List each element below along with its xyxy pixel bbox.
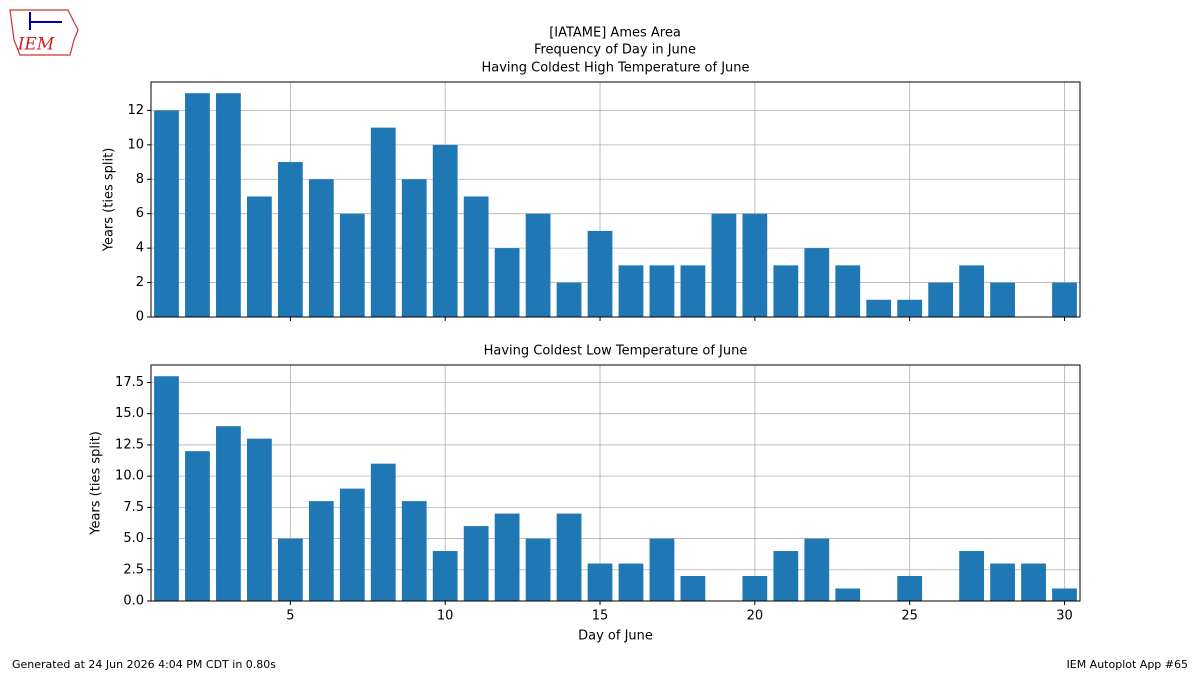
x-tick-label: 25: [901, 609, 918, 624]
logo-text: IEM: [17, 35, 55, 55]
bar: [246, 438, 272, 601]
bar: [835, 265, 861, 317]
y-tick-label: 12.5: [115, 437, 144, 452]
bar: [216, 426, 241, 601]
y-tick-label: 6: [136, 206, 144, 221]
bar: [154, 376, 179, 601]
bar: [432, 551, 458, 601]
y-tick-label: 12: [127, 103, 144, 118]
plot-frame: [150, 364, 1081, 602]
bar: [308, 179, 334, 317]
x-tick-label: 10: [437, 609, 454, 624]
x-tick-label: 5: [286, 609, 294, 624]
y-tick-label: 8: [136, 172, 144, 187]
bar: [154, 110, 179, 318]
y-tick-label: 5.0: [123, 531, 144, 546]
bar: [742, 576, 768, 601]
x-tick-label: 20: [747, 609, 764, 624]
bar: [742, 213, 768, 317]
y-tick-label: 10: [127, 137, 144, 152]
y-tick-label: 0: [136, 310, 144, 325]
bar: [185, 451, 210, 601]
bar: [185, 93, 210, 317]
footer-right: IEM Autoplot App #65: [1067, 658, 1189, 671]
bar: [494, 513, 520, 601]
bar: [339, 213, 365, 317]
bar: [370, 127, 396, 317]
y-tick-label: 4: [136, 241, 144, 256]
bar: [494, 248, 520, 317]
bar: [432, 144, 458, 317]
bar: [1021, 563, 1046, 601]
bar: [897, 576, 923, 601]
x-tick-label: 15: [592, 609, 609, 624]
bar: [618, 563, 644, 601]
subplot-title: Having Coldest Low Temperature of June: [484, 344, 748, 359]
bar: [556, 513, 582, 601]
bar: [463, 526, 489, 601]
bar: [680, 576, 706, 601]
bar: [463, 196, 489, 317]
bar: [928, 282, 954, 317]
x-axis-label: Day of June: [578, 629, 653, 644]
bar: [618, 265, 644, 317]
y-tick-label: 10.0: [115, 469, 144, 484]
bar: [401, 501, 427, 601]
chart-title: [IATAME] Ames Area: [549, 26, 681, 41]
bar: [897, 299, 923, 317]
bar: [773, 551, 799, 601]
y-tick-label: 0.0: [123, 594, 144, 609]
bar: [1052, 282, 1077, 317]
bar: [711, 213, 737, 317]
chart-subtitle: Frequency of Day in June: [534, 43, 696, 58]
bar: [587, 230, 613, 317]
y-tick-label: 17.5: [115, 375, 144, 390]
bar: [959, 265, 985, 317]
bar: [401, 179, 427, 317]
bar: [525, 538, 551, 601]
bar: [866, 299, 892, 317]
bar: [773, 265, 799, 317]
bar: [959, 551, 985, 601]
y-tick-label: 7.5: [123, 500, 144, 515]
bar: [556, 282, 582, 317]
bar: [246, 196, 272, 317]
plot-frame: [150, 81, 1081, 318]
bar: [1052, 588, 1077, 601]
bar: [216, 93, 241, 317]
bar: [649, 265, 675, 317]
bar: [587, 563, 613, 601]
y-axis-label: Years (ties split): [89, 431, 104, 536]
footer-left: Generated at 24 Jun 2026 4:04 PM CDT in …: [12, 658, 276, 671]
x-tick-label: 30: [1056, 609, 1073, 624]
y-tick-label: 15.0: [115, 406, 144, 421]
bar: [308, 501, 334, 601]
bar: [277, 162, 303, 317]
bar: [804, 538, 830, 601]
bar: [990, 563, 1015, 601]
bar: [649, 538, 675, 601]
bar: [835, 588, 861, 601]
bar: [370, 463, 396, 601]
y-axis-label: Years (ties split): [102, 148, 117, 253]
bar: [277, 538, 303, 601]
subplot-title: Having Coldest High Temperature of June: [481, 61, 749, 76]
y-tick-label: 2: [136, 275, 144, 290]
logo: IEM: [9, 9, 79, 56]
bar: [339, 488, 365, 601]
bar: [525, 213, 551, 317]
y-tick-label: 2.5: [123, 562, 144, 577]
bar: [804, 248, 830, 317]
bar: [680, 265, 706, 317]
bar: [990, 282, 1015, 317]
